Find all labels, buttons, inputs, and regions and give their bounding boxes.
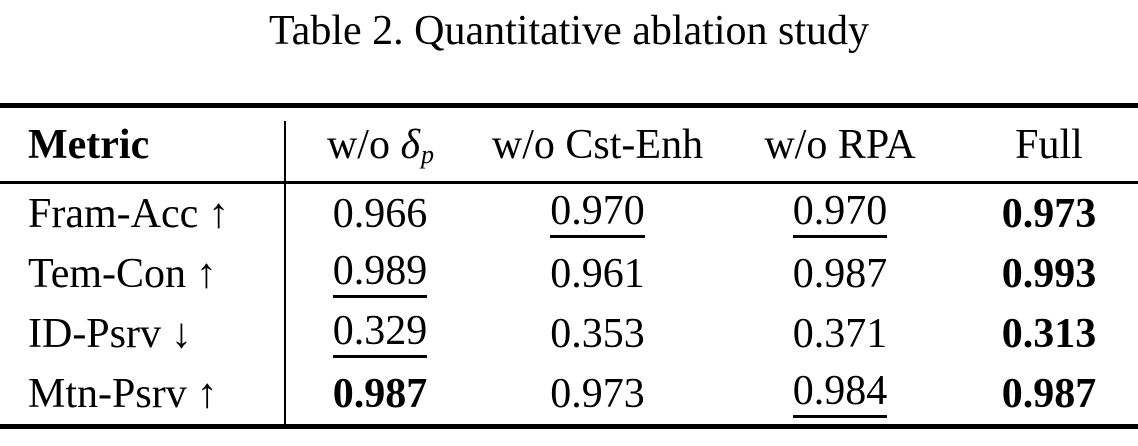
table-body: Fram-Acc ↑ 0.966 0.970 0.970 0.973 Tem-Co… [0,184,1138,429]
metric-value: 0.371 [792,311,888,357]
delta-subscript: p [421,140,435,170]
table-row-mtn-psrv: Mtn-Psrv ↑ 0.987 0.973 0.984 0.987 [0,364,1138,424]
value-cell: 0.371 [720,313,960,355]
value-cell: 0.353 [475,313,720,355]
value-cell: 0.984 [720,370,960,418]
value-cell: 0.973 [960,193,1138,235]
metric-name: Tem-Con [28,251,187,297]
value-cell: 0.987 [960,373,1138,415]
metric-value: 0.993 [1001,251,1097,297]
up-arrow-icon: ↑ [208,191,230,237]
wo-prefix: w/o [326,121,401,168]
metric-label: Tem-Con ↑ [0,253,285,295]
value-cell: 0.987 [285,373,475,415]
value-cell: 0.961 [475,253,720,295]
metric-value: 0.973 [1001,191,1097,237]
table-row-fram-acc: Fram-Acc ↑ 0.966 0.970 0.970 0.973 [0,184,1138,244]
value-cell: 0.987 [720,253,960,295]
metric-value: 0.353 [550,311,645,357]
metric-value: 0.970 [792,190,888,238]
metric-name: Fram-Acc [28,191,199,237]
metric-value: 0.970 [550,190,645,238]
metric-label: Fram-Acc ↑ [0,193,285,235]
metric-value: 0.989 [332,250,428,298]
metric-label: ID-Psrv ↓ [0,313,285,355]
metric-label: Mtn-Psrv ↑ [0,373,285,415]
metric-value: 0.987 [1001,371,1097,417]
value-cell: 0.970 [475,190,720,238]
down-arrow-icon: ↓ [171,311,192,357]
value-cell: 0.329 [285,310,475,358]
column-header-wo-rpa: w/o RPA [764,121,916,168]
metric-value: 0.987 [792,251,888,297]
column-header-full: Full [1015,121,1083,168]
vertical-rule [284,121,286,425]
metric-name: ID-Psrv [28,311,161,357]
value-cell: 0.993 [960,253,1138,295]
metric-name: Mtn-Psrv [28,371,187,417]
metric-value: 0.313 [1001,311,1097,357]
metric-value: 0.984 [792,370,888,418]
value-cell: 0.966 [285,193,475,235]
value-cell: 0.973 [475,373,720,415]
table-row-tem-con: Tem-Con ↑ 0.989 0.961 0.987 0.993 [0,244,1138,304]
table-header-row: Metric w/o δp w/o Cst-Enh w/o RPA Full [0,108,1138,184]
value-cell: 0.989 [285,250,475,298]
metric-value: 0.966 [332,191,428,237]
metric-value: 0.987 [332,371,428,417]
column-header-wo-cst-enh: w/o Cst-Enh [491,121,704,168]
table-caption: Table 2. Quantitative ablation study [268,8,870,54]
metric-value: 0.329 [332,310,428,358]
column-header-metric: Metric [28,121,150,168]
up-arrow-icon: ↑ [196,371,218,417]
metric-value: 0.961 [550,251,645,297]
metric-value: 0.973 [550,371,645,417]
ablation-table: Metric w/o δp w/o Cst-Enh w/o RPA Full F… [0,103,1138,429]
column-header-wo-delta-p: w/o δp [285,121,475,170]
value-cell: 0.970 [720,190,960,238]
value-cell: 0.313 [960,313,1138,355]
table-row-id-psrv: ID-Psrv ↓ 0.329 0.353 0.371 0.313 [0,304,1138,364]
up-arrow-icon: ↑ [196,251,218,297]
delta-symbol: δ [400,121,420,168]
